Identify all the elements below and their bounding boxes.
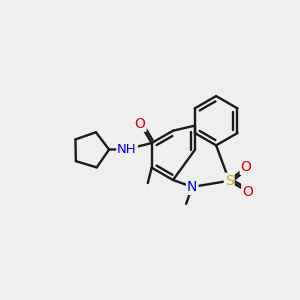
Text: O: O: [135, 117, 146, 131]
Text: NH: NH: [117, 143, 137, 156]
Text: O: O: [242, 184, 253, 199]
Text: S: S: [225, 174, 234, 188]
Text: N: N: [187, 180, 197, 194]
Text: O: O: [241, 160, 252, 174]
